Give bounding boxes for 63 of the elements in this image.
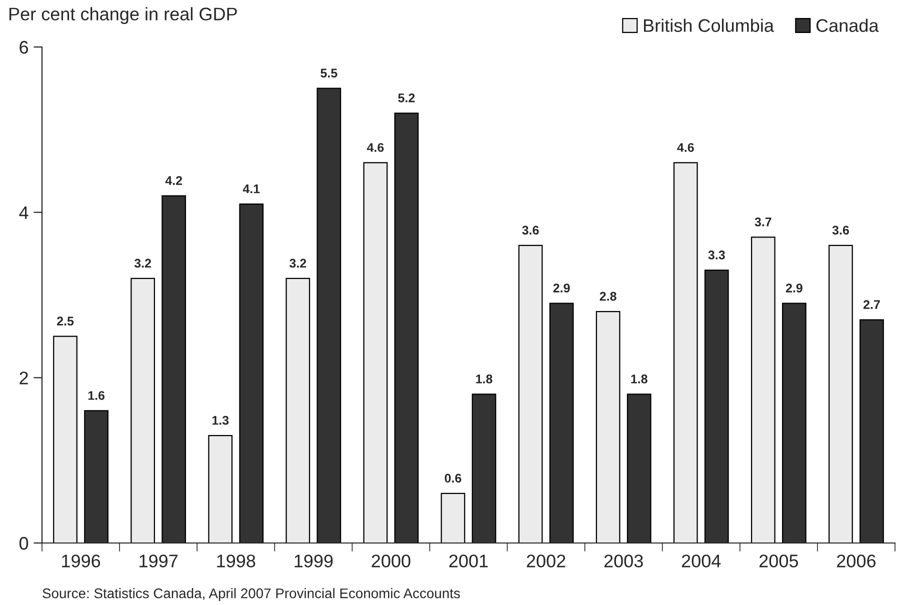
data-label: 2.5 [57,316,74,326]
data-label: 5.2 [398,93,415,102]
bar [363,162,388,543]
legend-label: British Columbia [644,18,774,32]
bar [440,492,466,543]
data-label: 3.6 [522,226,539,235]
data-label: 3.6 [832,226,849,235]
bar [84,410,108,543]
x-tick-label: 2004 [682,554,721,568]
x-tick-label: 2000 [372,554,410,568]
data-label: 3.7 [754,217,772,226]
bar [394,112,419,543]
x-tick-label: 2002 [526,554,566,568]
bar [750,236,776,543]
legend-label: Canada [816,18,879,32]
bar [286,278,310,543]
bar [162,195,186,543]
data-label: 3.2 [134,258,151,268]
y-axis-title: Per cent change in real GDP [9,7,237,24]
data-label: 1.8 [476,374,492,384]
x-tick-label: 1999 [294,554,333,568]
data-label: 2.9 [553,284,570,292]
data-label: 4.6 [677,143,694,152]
bar [53,336,78,543]
bar [782,302,806,543]
x-tick-label: 1996 [62,554,100,568]
data-label: 2.7 [863,300,880,309]
data-label: 4.1 [242,184,260,194]
data-label: 2.8 [600,292,616,301]
x-tick-label: 2001 [449,554,488,568]
data-label: 4.2 [165,176,182,185]
data-label: 2.9 [786,284,802,292]
data-label: 1.3 [212,416,229,425]
bar [130,278,155,543]
data-label: 1.6 [88,391,105,400]
y-tick-label: 0 [19,536,28,550]
data-label: 1.8 [631,374,648,384]
y-tick-label: 6 [20,40,28,54]
bar [704,270,729,543]
data-label: 3.3 [708,250,725,260]
bar [860,319,884,543]
bar [596,310,620,543]
y-tick-label: 4 [19,206,28,219]
bar [518,244,543,543]
data-label: 3.2 [290,258,306,268]
x-tick-label: 1997 [140,554,178,568]
x-tick-label: 1998 [217,554,256,568]
data-label: 4.6 [366,143,384,152]
source-note: Source: Statistics Canada, April 2007 Provincial Economic Accounts [42,588,460,601]
x-tick-label: 2006 [837,554,876,568]
x-tick-label: 2005 [760,554,798,568]
bar [208,434,233,543]
data-label: 5.5 [320,68,338,78]
bar [549,302,574,543]
y-tick-label: 2 [20,372,28,384]
bar [316,88,342,543]
bar [472,394,496,543]
bar [673,162,698,543]
data-label: 0.6 [444,474,462,483]
bar [239,204,264,543]
x-tick-label: 2003 [604,554,643,568]
bar [828,244,853,543]
bar [626,394,652,543]
